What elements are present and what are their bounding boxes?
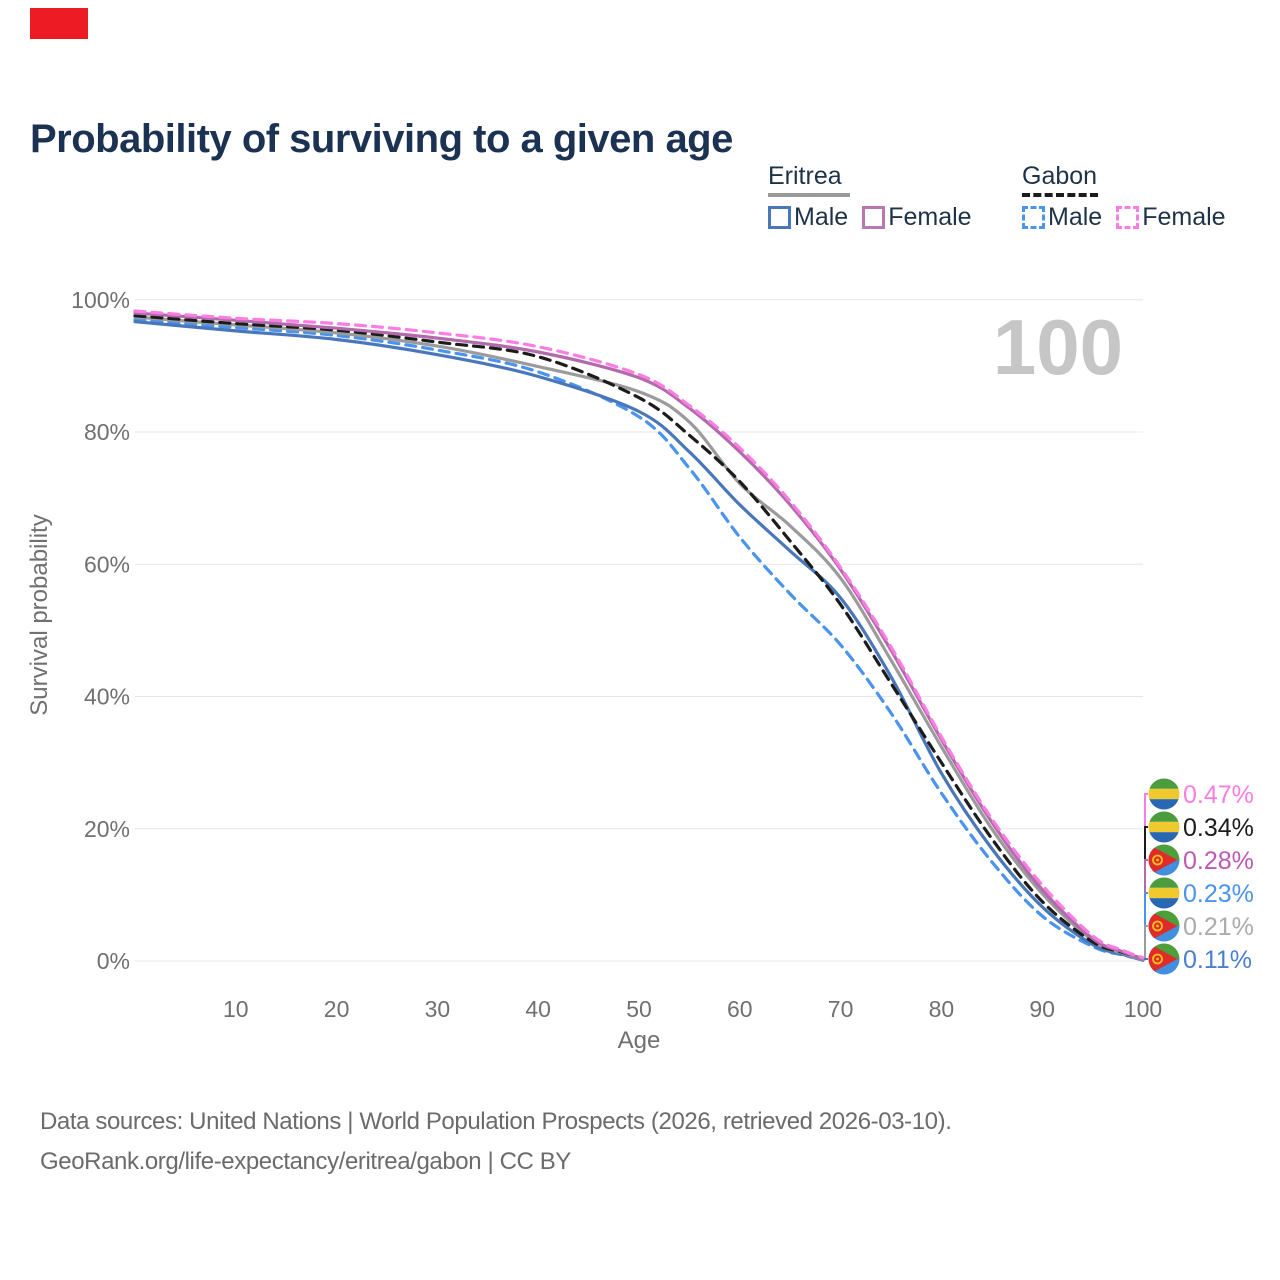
eritrea-flag-icon [1148,943,1180,975]
path [1148,844,1178,876]
y-tick-label: 100% [71,287,130,313]
legend-item-gabon-male[interactable]: Male [1022,203,1102,232]
x-tick-label: 60 [727,996,753,1022]
rect [1148,811,1180,822]
rect [1148,778,1180,789]
end-label-connectors [1144,793,1148,961]
survival-curves [133,309,1145,962]
x-tick-label: 40 [525,996,551,1022]
curve-eritrea-both-sexes [133,315,1145,962]
gabon-female-swatch-icon [1116,206,1140,229]
rect [1148,799,1180,810]
eritrea-flag-icon [1148,844,1180,876]
legend-item-gabon-female[interactable]: Female [1116,203,1226,232]
x-tick-label: 30 [425,996,451,1022]
legend-item-eritrea-male[interactable]: Male [768,203,848,232]
y-tick-label: 20% [84,816,130,842]
rect [1148,788,1180,800]
circle [1156,858,1159,862]
circle [1156,924,1159,928]
y-axis-tick-labels: 100% 80% 60% 40% 20% 0% [71,287,130,974]
curve-gabon-male [133,318,1145,962]
g [1148,943,1180,975]
gabon-flag-icon [1148,778,1180,810]
gabon-line-sample [1022,193,1098,197]
y-tick-label: 60% [84,551,130,577]
end-label-values: 0.47% 0.34% 0.28% 0.23% 0.21% 0.11% [1183,781,1254,974]
rect [1148,832,1180,843]
legend-item-eritrea-female[interactable]: Female [862,203,972,232]
legend-country-eritrea[interactable]: Eritrea [768,162,842,190]
gabon-flag-icon [1148,877,1180,909]
x-tick-label: 50 [626,996,652,1022]
footer-attribution: GeoRank.org/life-expectancy/eritrea/gabo… [40,1148,571,1175]
legend-group-gabon: Gabon Male Female [1022,162,1226,231]
eritrea-line-sample [768,193,850,197]
curve-eritrea-male [133,320,1145,962]
chart-watermark: 100 [993,303,1123,391]
legend-group-eritrea: Eritrea Male Female [768,162,972,231]
circle [1152,854,1163,866]
connector-eritrea-both-sexes [1144,925,1148,960]
circle [1152,953,1163,965]
page-title: Probability of surviving to a given age [30,116,733,161]
curve-eritrea-female [133,311,1145,961]
y-tick-label: 40% [84,684,130,710]
legend: Eritrea Male Female Gabon Male Female [0,163,1280,243]
end-value-gabon-female: 0.47% [1183,781,1254,809]
gridlines [135,299,1143,962]
circle [1152,920,1163,932]
g [1148,877,1180,909]
eritrea-female-swatch-icon [862,206,886,229]
curve-gabon-both-sexes [133,314,1145,961]
rect [1148,821,1180,833]
x-axis-tick-labels: 10 20 30 40 50 60 70 80 90 100 [223,996,1162,1022]
y-tick-label: 80% [84,419,130,445]
end-label-flags [1148,778,1180,975]
end-value-eritrea-male: 0.11% [1183,946,1252,974]
eritrea-male-swatch-icon [768,206,791,229]
gabon-flag-icon [1148,811,1180,843]
red-marker [30,8,88,39]
rect [1148,898,1180,909]
x-tick-label: 10 [223,996,249,1022]
eritrea-flag-icon [1148,910,1180,942]
end-value-gabon-both-sexes: 0.34% [1183,814,1254,842]
x-tick-label: 20 [324,996,350,1022]
path [1148,943,1178,975]
end-value-gabon-male: 0.23% [1183,880,1254,908]
y-axis-title: Survival probability [26,514,53,715]
legend-item-label: Female [888,203,972,231]
rect [1148,887,1180,899]
circle [1156,957,1159,961]
g [1148,778,1180,810]
path [1148,910,1178,942]
x-tick-label: 70 [828,996,854,1022]
legend-item-label: Male [1048,203,1103,231]
legend-item-label: Male [794,203,849,231]
curve-gabon-female [133,309,1145,960]
x-axis-title: Age [618,1027,661,1054]
legend-item-label: Female [1142,203,1226,231]
end-value-eritrea-both-sexes: 0.21% [1183,913,1254,941]
legend-country-gabon[interactable]: Gabon [1022,162,1098,190]
x-tick-label: 100 [1124,996,1162,1022]
gabon-male-swatch-icon [1022,206,1045,229]
rect [1148,877,1180,888]
footer-data-sources: Data sources: United Nations | World Pop… [40,1108,952,1135]
g [1148,910,1180,942]
connector-eritrea-male [1144,958,1148,961]
g [1148,844,1180,876]
x-tick-label: 80 [929,996,955,1022]
y-tick-label: 0% [97,948,130,974]
g [1148,811,1180,843]
end-value-eritrea-female: 0.28% [1183,847,1254,875]
x-tick-label: 90 [1029,996,1055,1022]
